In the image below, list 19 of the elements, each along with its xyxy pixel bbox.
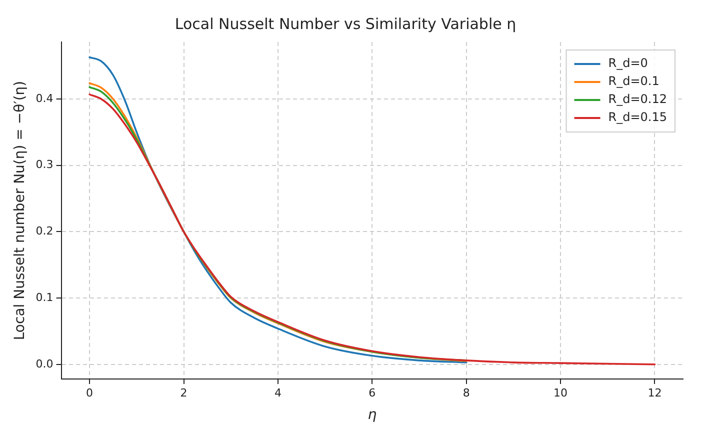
- x-tick-label: 0: [86, 386, 94, 400]
- legend-label: R_d=0.12: [608, 92, 668, 106]
- chart-title: Local Nusselt Number vs Similarity Variable η: [174, 14, 516, 33]
- x-tick-label: 8: [462, 386, 470, 400]
- x-axis-title: η: [368, 407, 377, 424]
- x-tick-label: 6: [368, 386, 376, 400]
- legend-label: R_d=0.15: [608, 110, 668, 124]
- y-tick-label: 0.1: [36, 290, 54, 304]
- x-tick-label: 2: [180, 386, 188, 400]
- y-tick-label: 0.2: [36, 224, 54, 238]
- x-tick-label: 4: [274, 386, 282, 400]
- y-axis-title: Local Nusselt number Nu(η) = −θ′(η): [12, 80, 28, 340]
- legend-label: R_d=0.1: [608, 74, 660, 88]
- y-tick-label: 0.0: [36, 357, 54, 370]
- legend-label: R_d=0: [608, 56, 648, 70]
- y-tick-label: 0.3: [36, 158, 54, 172]
- x-tick-label: 10: [554, 386, 568, 400]
- y-tick-label: 0.4: [36, 92, 54, 105]
- x-tick-label: 12: [648, 386, 662, 400]
